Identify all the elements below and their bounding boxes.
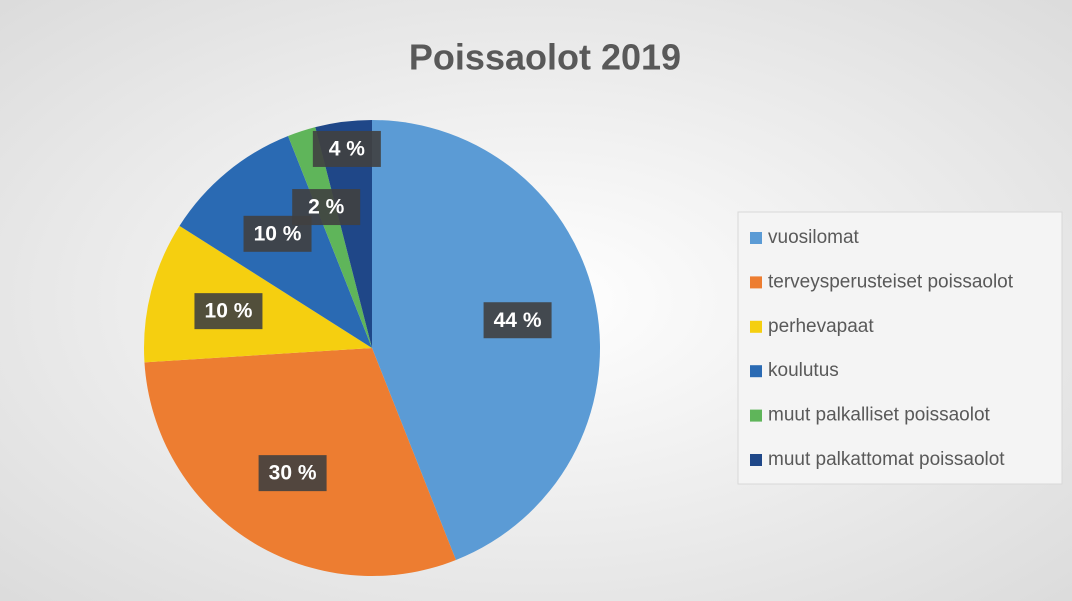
data-label-box: [312, 130, 381, 167]
data-label-box: [258, 455, 327, 492]
legend-swatch: [750, 409, 762, 422]
pie-slice: [288, 127, 372, 348]
chart-title: Poissaolot 2019: [409, 37, 681, 78]
data-label: 10 %: [205, 300, 253, 323]
pie-slice: [315, 120, 372, 348]
data-label-box: [483, 302, 552, 339]
legend-label: perhevapaat: [768, 316, 874, 337]
legend-swatch: [750, 276, 762, 289]
legend-label: muut palkattomat poissaolot: [768, 449, 1005, 470]
data-label: 4 %: [329, 137, 366, 160]
data-label-box: [292, 189, 361, 226]
data-label: 44 %: [494, 309, 542, 332]
legend-label: vuosilomat: [768, 227, 860, 248]
pie-slice: [372, 120, 600, 560]
data-label-box: [194, 293, 263, 330]
legend-box: [737, 211, 1063, 485]
legend-label: koulutus: [768, 360, 839, 381]
data-label: 2 %: [308, 196, 345, 219]
legend-swatch: [750, 232, 762, 244]
data-label: 30 %: [269, 462, 317, 485]
legend-label: terveysperusteiset poissaolot: [768, 271, 1014, 292]
data-label: 10 %: [254, 222, 302, 245]
legend-swatch: [750, 320, 762, 333]
legend-label: muut palkalliset poissaolot: [768, 405, 991, 426]
legend-swatch: [750, 454, 762, 466]
legend-swatch: [750, 365, 762, 378]
